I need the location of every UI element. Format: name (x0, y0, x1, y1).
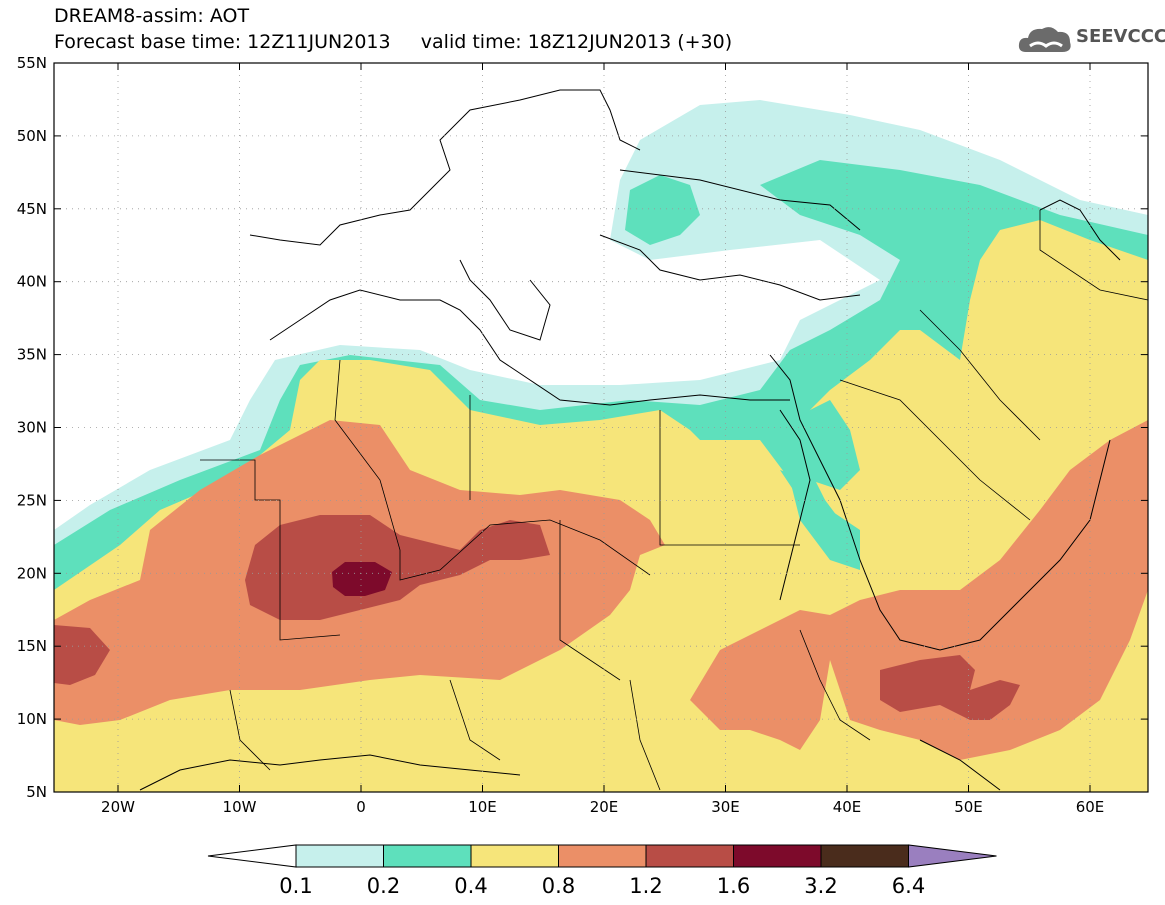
lon-label: 20W (101, 798, 135, 816)
colorbar-segment (295, 844, 384, 868)
aot-contour-1.6-core (332, 562, 392, 596)
lon-label: 10E (468, 798, 497, 816)
base-time: Forecast base time: 12Z11JUN2013 (54, 31, 391, 53)
colorbar-label: 0.2 (367, 874, 400, 898)
aot-contour-1.2-senegal (54, 625, 110, 685)
lat-label: 55N (17, 54, 47, 72)
lon-label: 0 (356, 798, 366, 816)
lat-label: 40N (17, 273, 47, 291)
lon-label: 10W (223, 798, 257, 816)
colorbar-segment (558, 844, 647, 868)
map-title: DREAM8-assim: AOT (54, 5, 250, 27)
lat-label: 25N (17, 491, 47, 509)
lat-label: 5N (26, 783, 47, 801)
logo-text: SEEVCCC (1076, 26, 1165, 47)
colorbar-label: 6.4 (892, 874, 925, 898)
colorbar-label: 3.2 (804, 874, 837, 898)
lon-label: 20E (590, 798, 619, 816)
aot-contour-0.2-redsea (790, 400, 860, 490)
colorbar-segment (470, 844, 559, 868)
seevccc-logo: SEEVCCC (1018, 22, 1165, 56)
lat-label: 50N (17, 127, 47, 145)
colorbar-segment (383, 844, 472, 868)
cloud-icon (1018, 27, 1071, 52)
gridlines (54, 63, 1148, 792)
longitude-labels: 20W 10W 0 10E 20E 30E 40E 50E 60E (101, 798, 1104, 816)
colorbar-segment (820, 844, 909, 868)
lat-label: 35N (17, 346, 47, 364)
aot-contour-0.8-east (690, 420, 1148, 760)
lat-label: 20N (17, 564, 47, 582)
lat-label: 45N (17, 200, 47, 218)
lon-label: 50E (954, 798, 983, 816)
colorbar-high-arrow (908, 844, 997, 868)
forecast-times: Forecast base time: 12Z11JUN2013 valid t… (54, 32, 732, 52)
axis-ticks (54, 62, 1148, 793)
lat-label: 30N (17, 419, 47, 437)
colorbar-label: 0.4 (454, 874, 487, 898)
colorbar-low-arrow (207, 844, 297, 868)
lon-label: 60E (1076, 798, 1105, 816)
aot-field (54, 63, 1148, 792)
lat-label: 10N (17, 710, 47, 728)
colorbar (207, 844, 997, 868)
lat-label: 15N (17, 637, 47, 655)
latitude-labels: 55N 50N 45N 40N 35N 30N 25N 20N 15N 10N 5N (17, 54, 47, 801)
lon-label: 40E (833, 798, 862, 816)
colorbar-label: 1.2 (629, 874, 662, 898)
colorbar-labels: 0.1 0.2 0.4 0.8 1.2 1.6 3.2 6.4 (279, 874, 925, 898)
valid-time: valid time: 18Z12JUN2013 (+30) (420, 31, 733, 53)
colorbar-label: 1.6 (717, 874, 750, 898)
aot-contour-1.2-horn (880, 655, 1020, 720)
lon-label: 30E (711, 798, 740, 816)
aot-contour-0.2-balkan (625, 175, 700, 245)
colorbar-label: 0.8 (542, 874, 575, 898)
aot-contour-1.2-sahara (245, 515, 550, 620)
colorbar-segment (733, 844, 822, 868)
colorbar-label: 0.1 (279, 874, 312, 898)
colorbar-segment (645, 844, 734, 868)
aot-contour-0.2-nile (780, 470, 850, 560)
country-borders (200, 210, 1148, 791)
